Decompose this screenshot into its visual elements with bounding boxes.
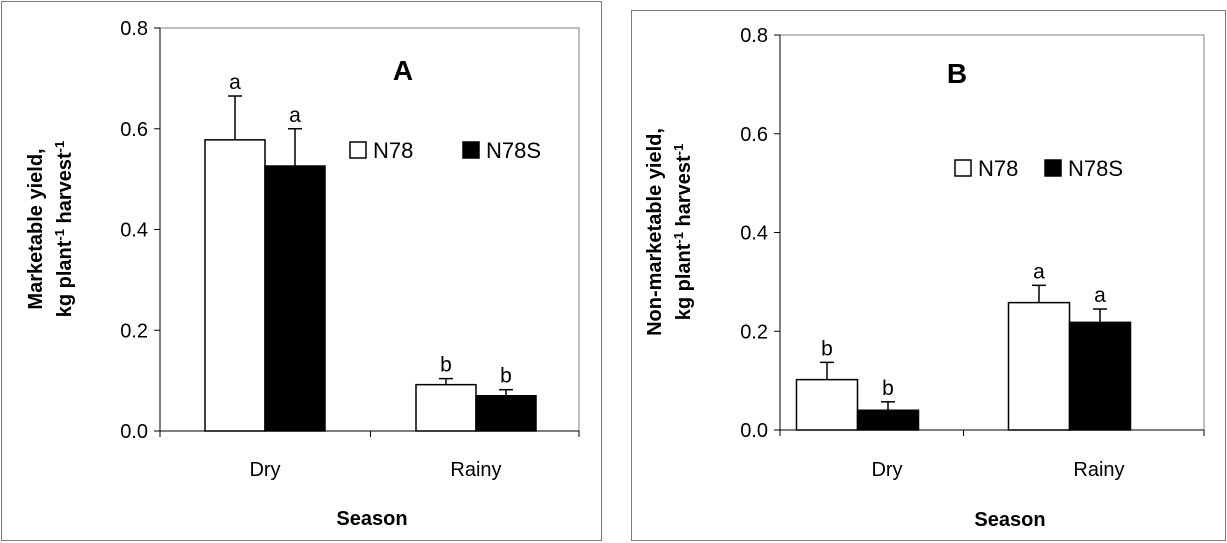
panel-a: 0.0 0.2 0.4 0.6 0.8 a b a b A N78 N78S Dry Rain… — [1, 1, 602, 541]
panel-a-ylabel-unit: kg plant — [54, 240, 76, 317]
panel-b-ylabel-sup1: -1 — [671, 232, 686, 244]
significance-letter: a — [1033, 260, 1045, 283]
bar-n78-dry — [795, 378, 859, 431]
panel-a-ylabel-sup2: -1 — [52, 141, 67, 153]
y-tick-label: 0.6 — [120, 119, 148, 141]
significance-letter: b — [440, 354, 452, 377]
bar-n78s-dry — [264, 165, 326, 432]
panel-b: 0.0 0.2 0.4 0.6 0.8 b a b a B N78 N78S Dry Rain… — [631, 10, 1226, 541]
panel-b-letter: B — [947, 58, 967, 89]
significance-letter: a — [229, 71, 241, 94]
panel-a-bars — [204, 139, 537, 432]
panel-b-bars — [795, 301, 1132, 431]
y-tick-label: 0.4 — [740, 223, 768, 245]
legend-label-n78: N78 — [978, 156, 1018, 181]
panel-b-ylabel-unit: kg plant — [673, 243, 695, 320]
y-tick-label: 0.6 — [740, 124, 768, 146]
bar-n78s-rainy — [1068, 321, 1132, 431]
panel-b-y-axis-title-line1: Non-marketable yield, — [644, 128, 666, 336]
y-tick-label: 0.4 — [120, 220, 148, 242]
panel-b-x-label-rainy: Rainy — [1073, 459, 1124, 481]
y-tick-label: 0.0 — [120, 421, 148, 443]
legend-swatch-n78 — [954, 159, 972, 177]
legend-swatch-n78 — [349, 141, 367, 159]
legend-label-n78s: N78S — [1068, 156, 1123, 181]
panel-a-legend: N78 N78S — [349, 138, 541, 163]
bar-n78s-rainy — [475, 394, 537, 432]
panel-b-error-bars — [820, 284, 1107, 411]
panel-b-x-axis-title: Season — [974, 509, 1045, 531]
legend-swatch-n78s — [462, 141, 480, 159]
panel-a-significance-letters: a b a b — [229, 71, 512, 388]
significance-letter: b — [821, 337, 833, 360]
y-tick-label: 0.8 — [120, 18, 148, 40]
bar-n78-rainy — [1007, 301, 1071, 431]
panel-b-legend: N78 N78S — [954, 156, 1123, 181]
panel-a-x-label-dry: Dry — [249, 459, 280, 481]
panel-a-ylabel-sup1: -1 — [52, 229, 67, 241]
panel-a-ylabel-harvest: harvest — [54, 152, 76, 229]
panel-a-x-label-rainy: Rainy — [450, 459, 501, 481]
panel-a-y-axis-title-line1: Marketable yield, — [25, 148, 47, 309]
bar-n78-dry — [204, 139, 266, 432]
panel-a-error-bars — [228, 95, 513, 396]
significance-letter: a — [289, 104, 301, 127]
panel-b-y-ticks: 0.0 0.2 0.4 0.6 0.8 — [740, 25, 1205, 442]
y-tick-label: 0.0 — [740, 420, 768, 442]
panel-b-ylabel-sup2: -1 — [671, 144, 686, 156]
significance-letter: b — [500, 365, 512, 388]
panel-b-significance-letters: b a b a — [821, 260, 1106, 400]
legend-label-n78: N78 — [373, 138, 413, 163]
panel-b-ylabel-harvest: harvest — [673, 155, 695, 232]
panel-b-y-axis-title-line2: kg plant-1 harvest-1 — [671, 144, 696, 321]
panel-a-x-axis-title: Season — [336, 508, 407, 530]
bar-n78s-dry — [856, 409, 920, 431]
y-tick-label: 0.8 — [740, 25, 768, 47]
panel-b-plot-area — [779, 34, 1205, 431]
panel-b-x-label-dry: Dry — [871, 459, 902, 481]
significance-letter: a — [1094, 284, 1106, 307]
legend-label-n78s: N78S — [486, 138, 541, 163]
significance-letter: b — [882, 377, 894, 400]
panel-a-y-axis-title-line2: kg plant-1 harvest-1 — [52, 141, 77, 318]
panel-a-letter: A — [393, 55, 413, 86]
bar-n78-rainy — [415, 383, 477, 432]
y-tick-label: 0.2 — [740, 321, 768, 343]
legend-swatch-n78s — [1044, 159, 1062, 177]
y-tick-label: 0.2 — [120, 320, 148, 342]
